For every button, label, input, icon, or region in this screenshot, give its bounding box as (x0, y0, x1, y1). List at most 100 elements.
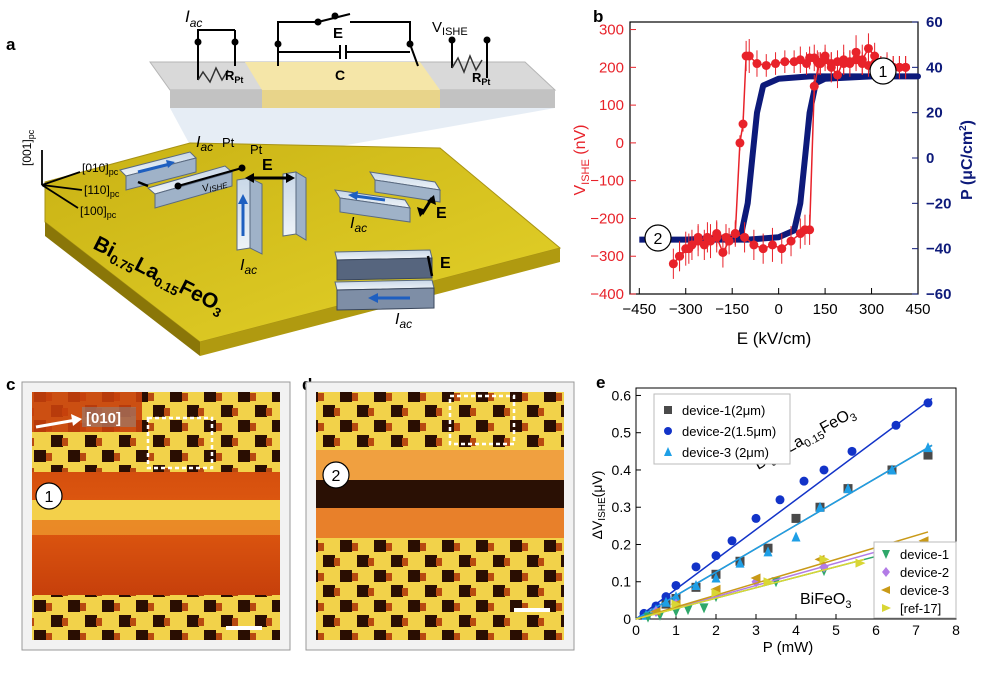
bfo-film-edge (45, 222, 200, 356)
bar-side (125, 157, 197, 191)
state-circle-1 (869, 57, 897, 85)
wire (277, 21, 318, 42)
data-point (699, 603, 709, 614)
state-circle-c (35, 482, 63, 510)
y-right-tick-label: 0 (926, 150, 934, 167)
iac-label-device3: Iac (350, 215, 367, 235)
y-left-tick-label: −400 (590, 286, 624, 303)
panel-label-a: a (6, 35, 16, 54)
panel-e: e 0 1 2 3 4 5 6 7 8 0 0.1 0.2 0.3 0.4 0.5 0.6 P (mW) ΔV… (589, 373, 960, 656)
y-right-tick-label: 20 (926, 105, 943, 122)
vishe-label: VISHE (432, 19, 468, 38)
p-loop (639, 73, 921, 243)
legend-top-items: device-1(2μm) device-2(1.5μm) device-3 (2μ… (664, 403, 776, 460)
data-point (855, 558, 866, 568)
axis-100-label: [100]pc (80, 204, 117, 220)
plot-b-ticks: −450 −300 −150 0 150 300 4503002001000−100−200… (590, 14, 951, 318)
vishe-point (786, 236, 796, 246)
direction-arrow (35, 418, 77, 429)
iac-label-device4: Iac (395, 311, 412, 331)
capacitor-label: C (335, 67, 345, 83)
vishe-point (814, 59, 824, 69)
data-point (799, 476, 809, 486)
domain-region-bottom (32, 595, 280, 640)
y-tick-label: 0.5 (612, 425, 632, 441)
vishe-point (684, 244, 694, 254)
panel-a: a Iac RPt E (6, 7, 562, 356)
bar-side (339, 197, 411, 223)
y-tick-label: 0.2 (612, 536, 632, 552)
data-point (819, 554, 830, 564)
arrowhead (368, 293, 378, 303)
y-left-tick-label: −300 (590, 248, 624, 265)
vishe-point (901, 62, 911, 72)
panel-label-b: b (593, 7, 603, 26)
x-tick-label: 0 (632, 622, 640, 638)
x-tick-label: 4 (792, 622, 800, 638)
state-circle-2 (644, 224, 672, 252)
y-left-tick-label: 200 (599, 59, 624, 76)
data-point (882, 567, 890, 577)
data-point (691, 579, 701, 590)
data-point (711, 588, 722, 598)
data-point (763, 546, 773, 557)
state-text-2: 2 (654, 231, 663, 248)
vishe-point (718, 247, 728, 257)
x-tick-label: 450 (905, 301, 930, 318)
x-tick-label: −300 (669, 301, 703, 318)
plot-b-xlabel: E (kV/cm) (737, 329, 812, 348)
vishe-point (795, 229, 805, 239)
electrode-gap-side (262, 90, 440, 108)
x-tick-label: 300 (859, 301, 884, 318)
arrowhead (238, 194, 248, 204)
x-tick-label: 6 (872, 622, 880, 638)
panel-c: c [010] 1 (6, 375, 291, 651)
plot-b-ylabel-left: VISHE (nV) (572, 124, 592, 195)
plot-b-ylabel-right: P (μC/cm2) (958, 120, 976, 200)
bar-side (295, 171, 307, 241)
vishe-point (780, 57, 790, 67)
bar (282, 171, 297, 237)
vishe-point (675, 251, 685, 261)
data-point (882, 604, 891, 612)
iac-label: Iac (185, 7, 202, 30)
y-tick-label: 0.1 (612, 574, 632, 590)
fit-line (635, 558, 865, 620)
arrowhead (166, 160, 175, 168)
vishe-point (735, 138, 745, 148)
vishe-point (863, 43, 873, 53)
iac-arrow (354, 194, 386, 202)
vishe-point (668, 259, 678, 269)
domain-stripe-orange (32, 520, 280, 535)
data-point (887, 464, 897, 475)
data-point (751, 513, 761, 523)
vishe-point (771, 59, 781, 69)
x-tick-label: −450 (622, 301, 656, 318)
plot-e-ticks: 0 1 2 3 4 5 6 7 8 0 0.1 0.2 0.3 0.4 0.5 0.6 (612, 387, 961, 638)
direction-label-bg (82, 407, 136, 427)
axis-110-label: [110]pc (84, 183, 120, 199)
legend-label: device-2 (900, 565, 949, 580)
data-point (923, 450, 933, 460)
domain-stripe-yellow (32, 500, 280, 520)
domain-stripe-dark (316, 480, 564, 508)
resistor-left (197, 66, 229, 84)
y-tick-label: 0.6 (612, 387, 632, 403)
vishe-point (777, 244, 787, 254)
data-point (683, 605, 693, 616)
x-tick-label: 3 (752, 622, 760, 638)
plot-e-ylabel: ΔVISHE(μV) (589, 471, 608, 540)
data-point (791, 513, 801, 523)
plot-e-xlabel: P (mW) (763, 639, 814, 656)
resistor-right (451, 53, 483, 75)
data-point (711, 551, 721, 561)
x-tick-label: −150 (715, 301, 749, 318)
device-diagonal: E Iac (334, 171, 447, 235)
legend-label: device-1(2μm) (682, 403, 765, 418)
e-label-device3: E (436, 205, 447, 222)
axis-010-label: [010]pc (82, 161, 119, 177)
data-point (664, 406, 672, 414)
domain-stripe-light (316, 450, 564, 480)
vishe-point (744, 51, 754, 61)
